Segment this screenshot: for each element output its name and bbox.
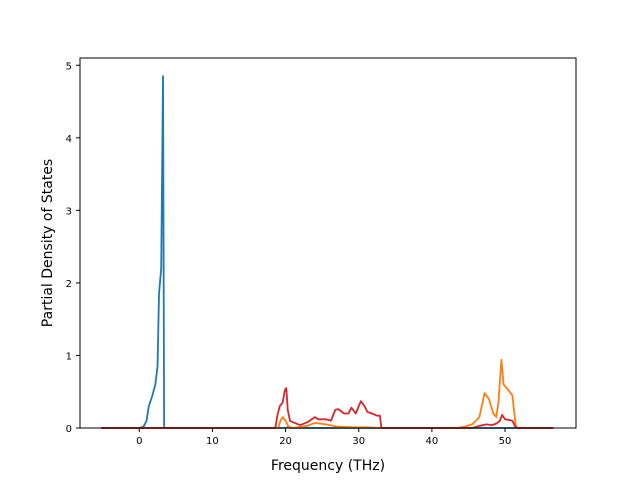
plot-background [80, 58, 576, 428]
x-tick-label: 40 [426, 436, 439, 447]
y-axis-ticks: 0 1 2 3 4 5 [66, 61, 80, 435]
y-tick-label: 0 [66, 424, 72, 435]
y-tick-label: 4 [66, 134, 72, 145]
x-tick-label: 50 [499, 436, 512, 447]
x-axis-label: Frequency (THz) [271, 458, 385, 474]
x-tick-label: 10 [206, 436, 219, 447]
x-axis-ticks: 0 10 20 30 40 50 [136, 428, 511, 447]
y-tick-label: 5 [66, 61, 72, 72]
x-tick-label: 20 [279, 436, 292, 447]
y-tick-label: 2 [66, 279, 72, 290]
y-axis-label: Partial Density of States [40, 159, 56, 327]
plot-frame [79, 57, 577, 429]
y-tick-label: 1 [66, 351, 72, 362]
series-line-3 [101, 387, 554, 429]
x-tick-label: 0 [136, 436, 142, 447]
x-tick-label: 30 [352, 436, 365, 447]
y-tick-label: 3 [66, 206, 72, 217]
